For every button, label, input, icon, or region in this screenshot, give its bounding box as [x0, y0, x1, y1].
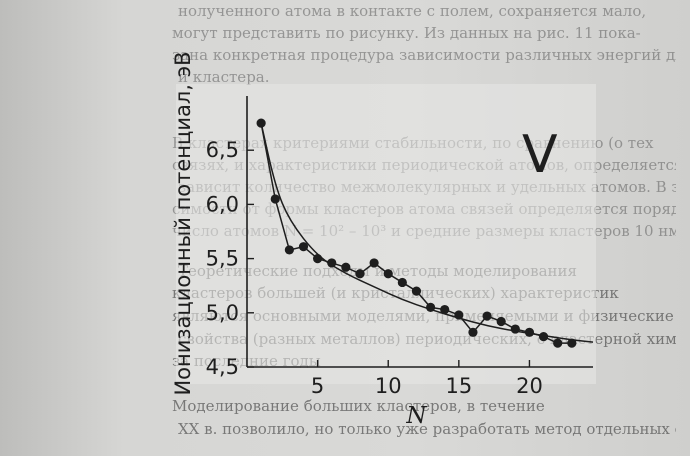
x-tick-label: 10 — [375, 374, 402, 398]
background-text-line: могут представить по рисунку. Из данных … — [172, 24, 641, 42]
data-point — [383, 269, 393, 279]
data-point — [510, 324, 520, 334]
data-point — [482, 311, 492, 321]
y-tick-label: 5,5 — [206, 247, 239, 271]
x-tick-label: 5 — [311, 374, 324, 398]
data-point — [553, 338, 563, 348]
data-point — [355, 269, 365, 279]
data-point — [440, 304, 450, 315]
data-point — [313, 254, 323, 264]
data-point — [538, 332, 549, 342]
panel-label: V — [522, 125, 558, 185]
data-point — [397, 277, 407, 288]
data-point — [327, 258, 337, 268]
data-point — [284, 245, 294, 255]
x-tick-label: 15 — [445, 374, 472, 398]
background-text-line: нолученного атома в контакте с полем, со… — [178, 2, 647, 20]
y-tick-label: 6,0 — [206, 192, 239, 216]
data-point — [341, 262, 351, 272]
y-tick-label: 5,0 — [206, 301, 239, 325]
x-tick-label: 20 — [516, 374, 543, 398]
y-tick-label: 6,5 — [206, 138, 239, 162]
data-point — [496, 316, 506, 327]
data-point — [425, 302, 436, 312]
y-axis-label: Ионизационный потенциал, эВ — [171, 51, 195, 395]
x-axis-label: N — [405, 403, 427, 429]
background-text-line: и кластера. — [178, 68, 270, 86]
data-point — [369, 258, 379, 268]
data-point — [411, 286, 422, 296]
y-tick-label: 4,5 — [206, 355, 239, 379]
axes: 4,5 5,0 5,5 6,0 6,5 5 10 15 20 — [206, 96, 593, 398]
background-text-line: зана конкретная процедура зависимости ра… — [172, 46, 676, 64]
data-point — [454, 310, 464, 320]
data-point — [256, 118, 266, 128]
series-layer — [256, 118, 594, 348]
data-point — [270, 194, 280, 204]
data-point — [298, 242, 309, 252]
background-text-line: XX в. позволило, но только уже разработа… — [178, 420, 676, 438]
data-point — [468, 327, 478, 337]
background-text-line: Моделирование больших кластеров, в течен… — [172, 397, 545, 415]
data-point — [567, 338, 577, 348]
data-point — [524, 327, 535, 337]
